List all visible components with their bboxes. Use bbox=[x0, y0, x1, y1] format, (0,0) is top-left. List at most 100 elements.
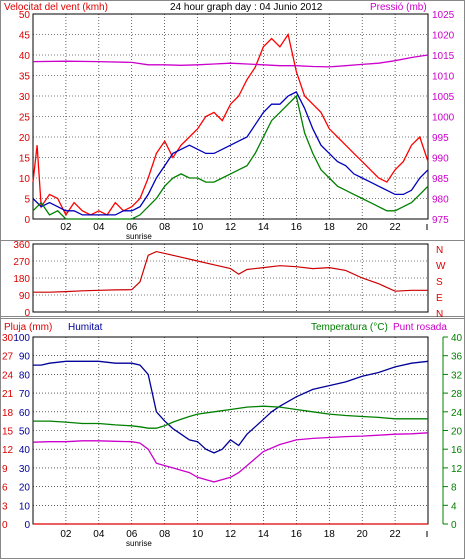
rain-tick-label: 30 bbox=[2, 333, 14, 344]
humidity-x-tick-label: 18 bbox=[324, 529, 336, 540]
temperature-tick-label: 0 bbox=[451, 520, 457, 531]
humidity-x-tick-label: 16 bbox=[291, 529, 303, 540]
direction-letter: W bbox=[436, 261, 446, 272]
rain-tick-label: 24 bbox=[2, 370, 14, 381]
pressure-tick-label: 990 bbox=[432, 154, 449, 165]
wind-x-tick-label: 12 bbox=[225, 222, 237, 233]
wind-tick-label: 40 bbox=[19, 51, 31, 62]
wind-tick-label: 25 bbox=[19, 113, 31, 124]
pressure-tick-label: 1020 bbox=[432, 31, 455, 42]
pressure-tick-label: 1005 bbox=[432, 92, 455, 103]
direction-letter: S bbox=[436, 277, 443, 288]
wind-x-tick-label: 02 bbox=[60, 222, 72, 233]
humidity-x-tick-label: 10 bbox=[192, 529, 204, 540]
pressure-axis-title: Pressió (mb) bbox=[370, 2, 427, 13]
humidity-tick-label: 50 bbox=[19, 427, 31, 438]
wind-series-line bbox=[32, 94, 429, 220]
wind-axis-title: Velocitat del vent (kmh) bbox=[4, 2, 108, 13]
temperature-tick-label: 20 bbox=[451, 427, 463, 438]
direction-tick-label: 0 bbox=[24, 308, 30, 319]
chart-title: 24 hour graph day : 04 Junio 2012 bbox=[170, 2, 323, 13]
wind-tick-label: 5 bbox=[24, 195, 30, 206]
wind-tick-label: 10 bbox=[19, 174, 31, 185]
wind-tick-label: 50 bbox=[19, 10, 31, 21]
sunrise-label-top: sunrise bbox=[126, 232, 152, 241]
humidity-tick-label: 70 bbox=[19, 389, 31, 400]
humidity-tick-label: 40 bbox=[19, 445, 31, 456]
rain-tick-label: 0 bbox=[2, 520, 8, 531]
temperature-tick-label: 4 bbox=[451, 501, 457, 512]
direction-letter: N bbox=[436, 245, 443, 256]
direction-tick-label: 90 bbox=[19, 291, 31, 302]
humidity-x-tick-label: 04 bbox=[93, 529, 105, 540]
wind-tick-label: 20 bbox=[19, 133, 31, 144]
humidity-grid bbox=[33, 337, 428, 524]
wind-x-tick-label: 22 bbox=[390, 222, 402, 233]
humidity-series-line bbox=[33, 405, 428, 429]
rain-tick-label: 6 bbox=[2, 483, 8, 494]
humidity-tick-label: 80 bbox=[19, 370, 31, 381]
humidity-tick-label: 100 bbox=[13, 333, 30, 344]
direction-tick-label: 180 bbox=[13, 274, 30, 285]
wind-series-line bbox=[32, 54, 429, 68]
wind-x-tick-label: 20 bbox=[357, 222, 369, 233]
humidity-tick-label: 20 bbox=[19, 483, 31, 494]
temperature-tick-label: 36 bbox=[451, 352, 463, 363]
pressure-tick-label: 1015 bbox=[432, 51, 455, 62]
wind-x-tick-label: 04 bbox=[93, 222, 105, 233]
direction-series bbox=[33, 250, 428, 293]
direction-series-line bbox=[33, 250, 428, 293]
temperature-tick-label: 12 bbox=[451, 464, 463, 475]
wind-left-ticks: 0 5 10 15 20 25 30 35 40 45 50 bbox=[19, 10, 31, 226]
temperature-tick-label: 24 bbox=[451, 408, 463, 419]
wind-x-ticks: 02 04 06 08 10 12 14 16 18 20 22 bbox=[60, 222, 428, 233]
pressure-tick-label: 975 bbox=[432, 215, 449, 226]
wind-grid bbox=[33, 14, 428, 219]
wind-x-tick-label: 14 bbox=[258, 222, 270, 233]
humidity-series-line bbox=[33, 360, 429, 454]
humidity-x-tick-label: 14 bbox=[258, 529, 270, 540]
rain-tick-label: 15 bbox=[2, 427, 14, 438]
temperature-legend: Temperatura (°C) bbox=[311, 322, 388, 333]
wind-tick-label: 30 bbox=[19, 92, 31, 103]
humidity-x-tick-label: 20 bbox=[357, 529, 369, 540]
humidity-ticks: 0 10 20 30 40 50 60 70 80 90 100 bbox=[13, 333, 30, 531]
rain-tick-label: 3 bbox=[2, 501, 8, 512]
direction-tick-label: 360 bbox=[13, 240, 30, 251]
rain-tick-label: 18 bbox=[2, 408, 14, 419]
humidity-legend: Humitat bbox=[68, 322, 103, 333]
pressure-right-ticks: 975 980 985 990 995 1000 1005 1010 1015 1020 1025 bbox=[432, 10, 455, 226]
direction-letter: N bbox=[436, 309, 443, 320]
temperature-tick-label: 32 bbox=[451, 370, 463, 381]
wind-tick-label: 45 bbox=[19, 31, 31, 42]
sunrise-label-bottom: sunrise bbox=[126, 539, 152, 548]
wind-x-tick-label: 16 bbox=[291, 222, 303, 233]
humidity-tick-label: 10 bbox=[19, 501, 31, 512]
pressure-tick-label: 1025 bbox=[432, 10, 455, 21]
pressure-tick-label: 980 bbox=[432, 195, 449, 206]
temperature-tick-label: 40 bbox=[451, 333, 463, 344]
wind-x-tick-label: 08 bbox=[159, 222, 171, 233]
wind-series bbox=[32, 32, 429, 220]
direction-letter: E bbox=[436, 293, 443, 304]
direction-tick-label: 270 bbox=[13, 257, 30, 268]
humidity-x-tick-label: 02 bbox=[60, 529, 72, 540]
pressure-tick-label: 985 bbox=[432, 174, 449, 185]
wind-series-line bbox=[32, 32, 429, 217]
humidity-x-tick-label: 08 bbox=[159, 529, 171, 540]
humidity-tick-label: 60 bbox=[19, 408, 31, 419]
dewpoint-legend: Punt rosada bbox=[393, 322, 447, 333]
pressure-tick-label: 1010 bbox=[432, 72, 455, 83]
humidity-x-tick-label: 22 bbox=[390, 529, 402, 540]
wind-x-tick-label: 10 bbox=[192, 222, 204, 233]
wind-x-tick-label: 18 bbox=[324, 222, 336, 233]
humidity-series bbox=[32, 360, 429, 525]
temperature-tick-label: 28 bbox=[451, 389, 463, 400]
humidity-series-line bbox=[32, 432, 429, 483]
rain-ticks: 0 3 6 9 12 15 18 21 24 27 30 bbox=[2, 333, 14, 531]
humidity-tick-label: 90 bbox=[19, 352, 31, 363]
humidity-x-tick-label: 12 bbox=[225, 529, 237, 540]
wind-x-tick-label: 06 bbox=[126, 222, 138, 233]
